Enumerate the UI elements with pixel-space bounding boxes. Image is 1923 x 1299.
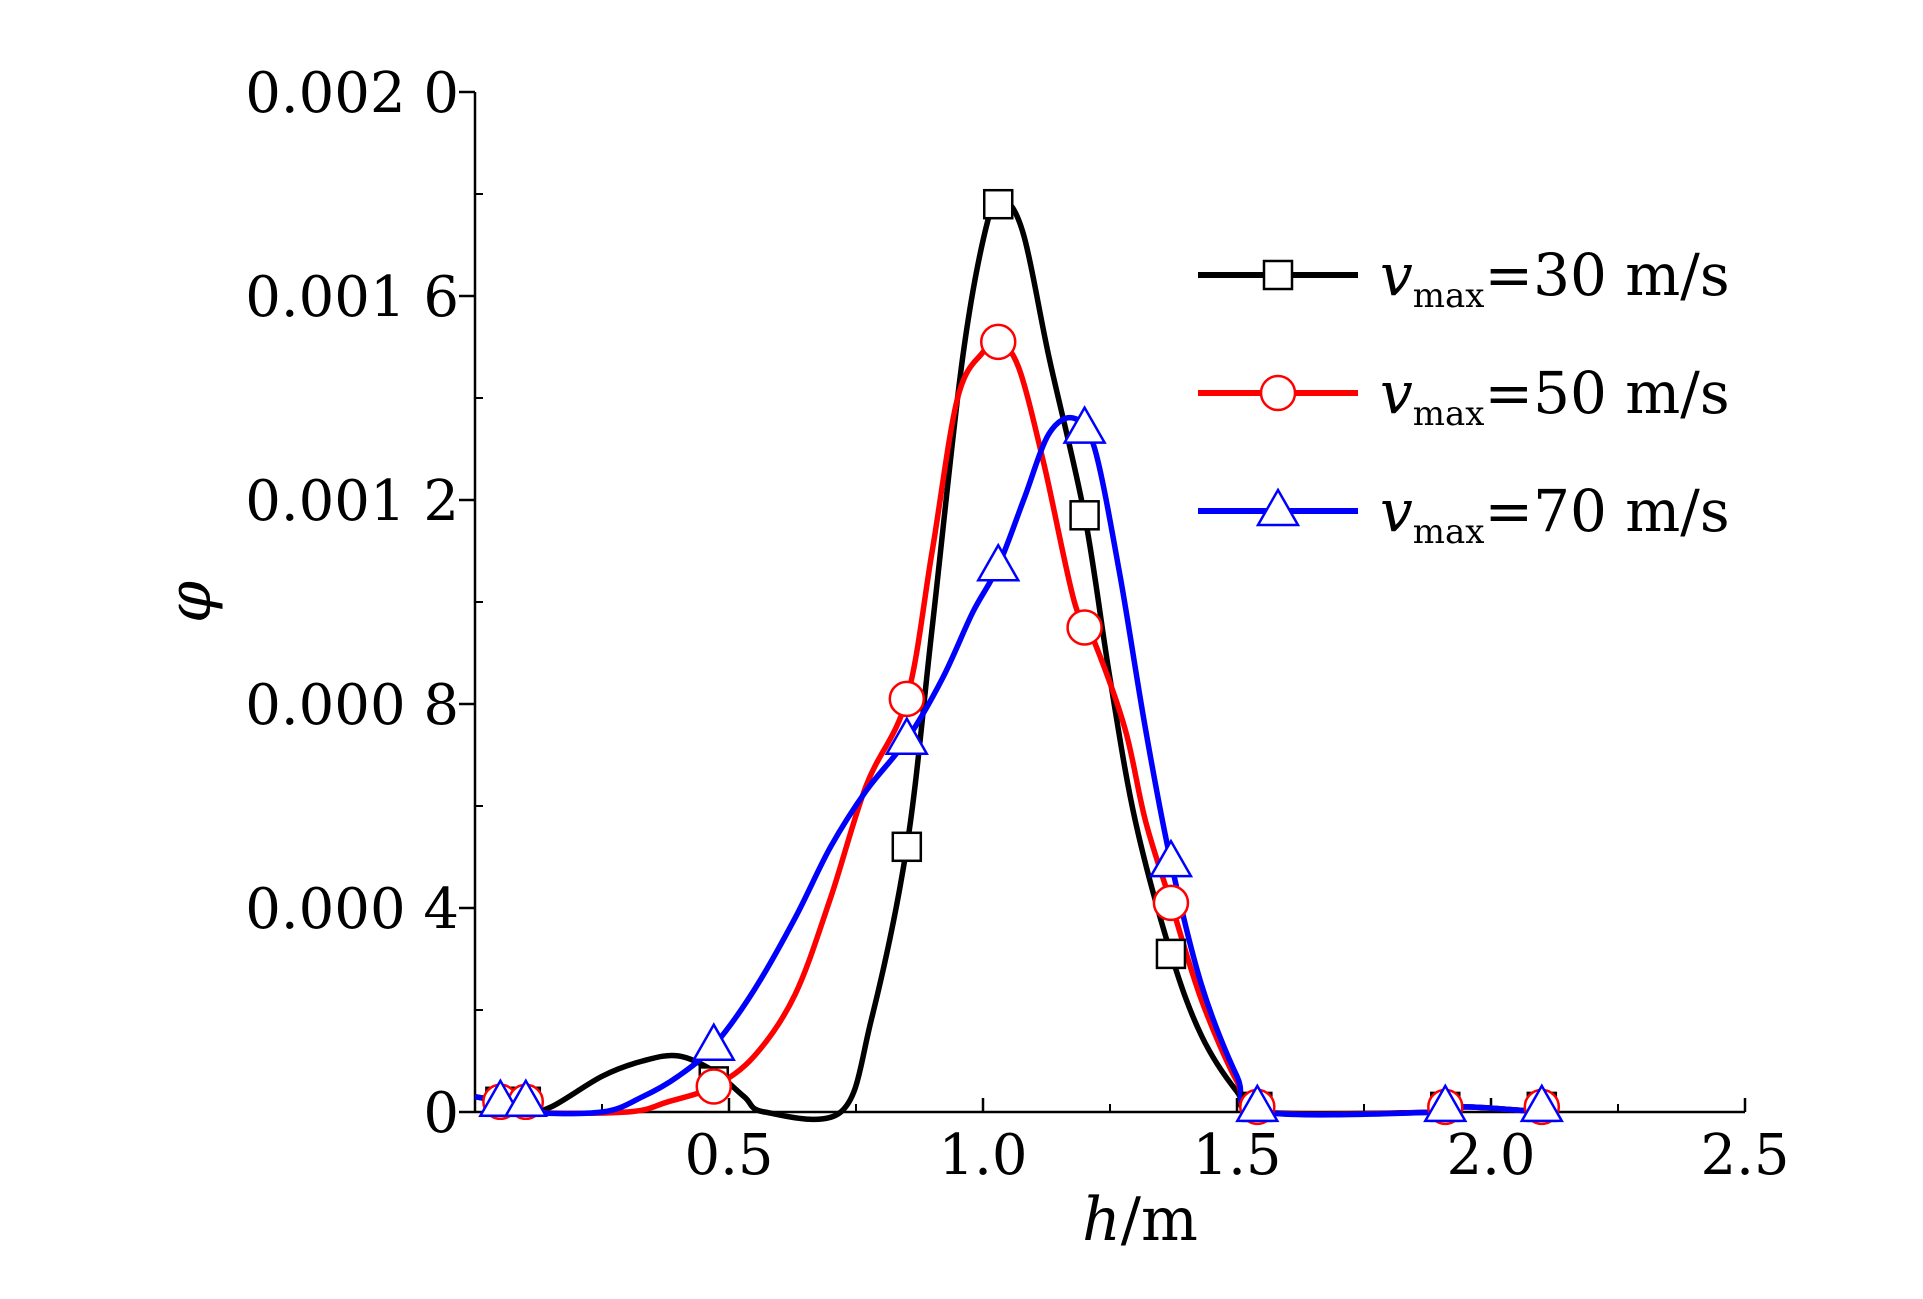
series-3-point: [1062, 405, 1107, 444]
series-2-line: [474, 338, 1542, 1118]
legend-marker: [1259, 374, 1297, 412]
x-axis-title-var: h: [1082, 1185, 1121, 1255]
legend-var: v: [1380, 241, 1413, 309]
legend-marker: [1255, 487, 1301, 527]
y-ticks: 0 0.000 4 0.000 8 0.001 2 0.001 6 0.002 0: [245, 61, 483, 1146]
legend-sub: max: [1413, 276, 1485, 316]
series-3-point: [884, 716, 929, 755]
x-tick-label: 2.5: [1700, 1123, 1789, 1188]
legend-sub: max: [1413, 394, 1485, 434]
y-tick-label: 0.001 2: [245, 469, 459, 534]
y-tick-label: 0.001 6: [245, 265, 459, 330]
series-1-line: [474, 194, 1542, 1123]
x-tick-label: 1.0: [938, 1123, 1027, 1188]
series-1-point: [982, 188, 1014, 220]
legend-entry-3: vmax=70 m/s: [1198, 477, 1730, 552]
series-3-point: [503, 1078, 548, 1118]
marker-layer: [478, 188, 1564, 1126]
series-3-point: [1148, 838, 1194, 878]
series-3-point: [1423, 1083, 1468, 1123]
series-2-point: [695, 1068, 733, 1105]
legend-value: =50 m/s: [1484, 359, 1729, 427]
series-2-point: [1152, 884, 1190, 922]
legend-value: =30 m/s: [1484, 241, 1729, 309]
x-axis-title: h/m: [1082, 1185, 1198, 1255]
series-1-point: [1069, 500, 1100, 531]
y-tick-label: 0: [423, 1081, 459, 1146]
series-3-point: [691, 1022, 736, 1061]
legend-entry-2: vmax=50 m/s: [1198, 359, 1730, 434]
legend-value: =70 m/s: [1484, 477, 1729, 545]
y-tick-label: 0.000 8: [245, 673, 459, 738]
x-tick-label: 0.5: [684, 1123, 773, 1188]
x-axis-title-unit: /m: [1121, 1185, 1198, 1255]
series-2-point: [979, 323, 1017, 361]
series-3-point: [1519, 1083, 1564, 1123]
legend-var: v: [1380, 359, 1413, 427]
legend-label: vmax=50 m/s: [1380, 359, 1730, 434]
series-3-point: [1235, 1083, 1280, 1123]
series-3-line: [474, 415, 1542, 1118]
series-3-point: [976, 542, 1021, 582]
series-1-point: [891, 831, 923, 863]
series-1-point: [1155, 938, 1187, 970]
legend-marker: [1262, 259, 1294, 291]
legend-sub: max: [1413, 512, 1485, 552]
series-2-point: [888, 680, 926, 718]
legend-var: v: [1380, 477, 1413, 545]
legend-label: vmax=30 m/s: [1380, 241, 1730, 316]
x-tick-label: 1.5: [1192, 1123, 1281, 1188]
y-tick-label: 0.000 4: [245, 877, 459, 942]
series-2-point: [1066, 609, 1103, 646]
x-ticks: 0.5 1.0 1.5 2.0 2.5: [601, 1098, 1790, 1188]
y-axis-title: φ: [155, 581, 225, 623]
legend-label: vmax=70 m/s: [1380, 477, 1730, 552]
x-tick-label: 2.0: [1446, 1123, 1535, 1188]
y-tick-label: 0.002 0: [245, 61, 459, 126]
legend-entry-1: vmax=30 m/s: [1198, 241, 1730, 316]
